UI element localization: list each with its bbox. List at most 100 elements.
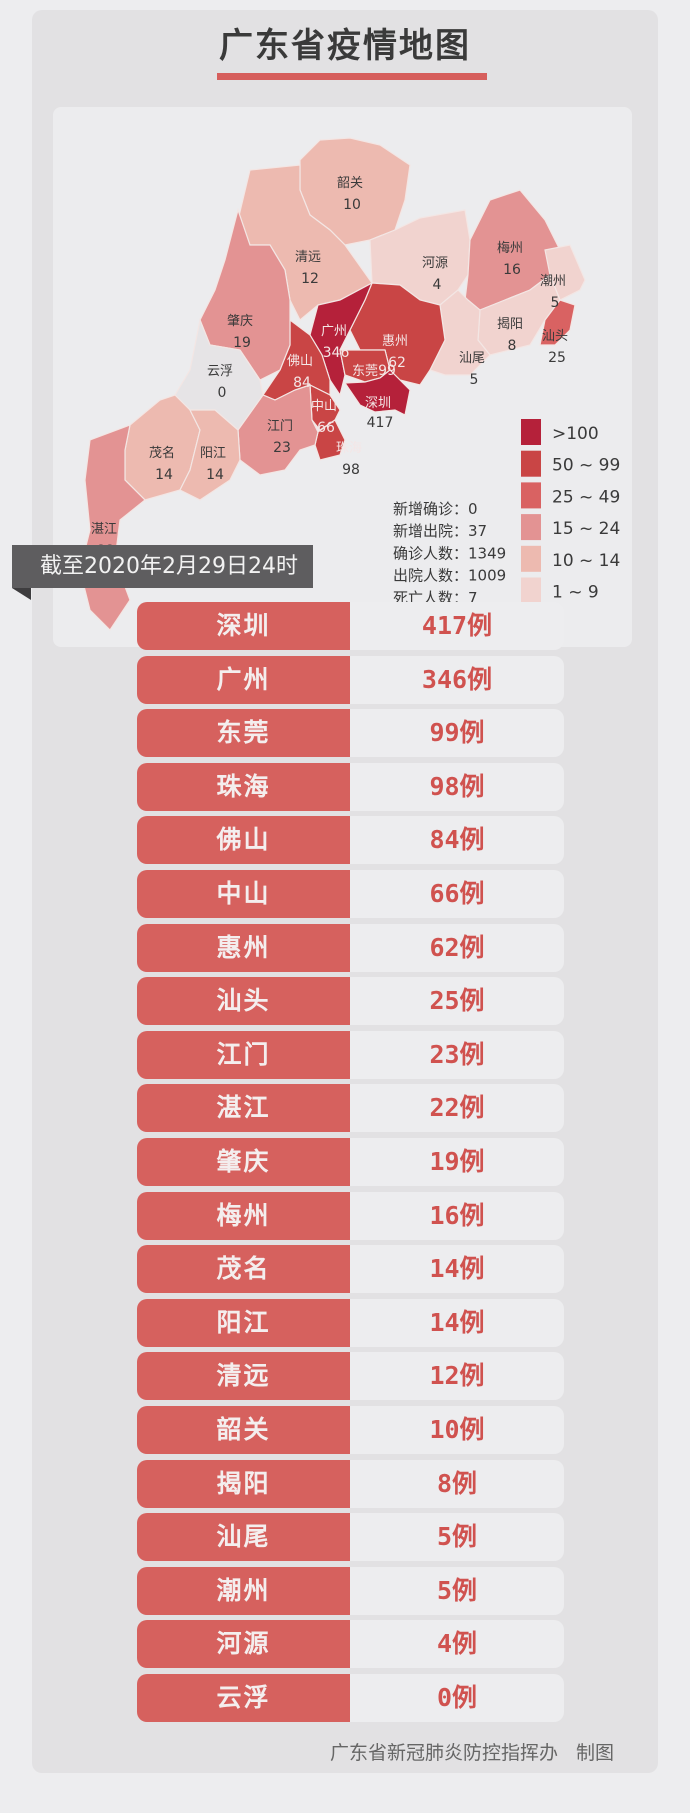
legend-swatch: [521, 577, 541, 604]
table-row: 潮州 5例: [137, 1566, 564, 1615]
city-name: 佛山: [137, 816, 350, 865]
table-row: 江门 23例: [137, 1030, 564, 1079]
region-count: 14: [206, 467, 224, 483]
case-count: 16例: [350, 1191, 564, 1240]
region-label: 惠州: [382, 334, 408, 349]
city-name: 汕头: [137, 977, 350, 1026]
region-label: 茂名: [149, 445, 175, 461]
region-count: 84: [293, 375, 311, 391]
region-label: 潮州: [540, 274, 566, 289]
legend-swatch: [521, 419, 541, 445]
region-count: 19: [233, 335, 251, 351]
region-count: 12: [301, 271, 319, 287]
title-underline: [217, 73, 487, 80]
region-8: [349, 282, 446, 386]
city-name: 清远: [137, 1352, 350, 1401]
case-count: 14例: [350, 1298, 564, 1347]
case-count: 62例: [350, 923, 564, 972]
region-count: 346: [323, 345, 350, 361]
table-row: 云浮 0例: [137, 1674, 564, 1722]
city-name: 云浮: [137, 1674, 350, 1722]
case-count: 12例: [350, 1352, 564, 1401]
table-row: 汕头 25例: [137, 977, 564, 1026]
region-count: 14: [155, 467, 173, 483]
city-name: 河源: [137, 1620, 350, 1669]
region-count: 16: [503, 262, 521, 278]
region-count: 25: [548, 350, 566, 366]
city-name: 韶关: [137, 1406, 350, 1454]
date-banner: 截至2020年2月29日24时: [12, 545, 313, 588]
table-row: 揭阳 8例: [137, 1459, 564, 1508]
city-name: 肇庆: [137, 1138, 350, 1186]
region-count: 4: [433, 277, 442, 293]
table-row: 深圳 417例: [137, 602, 564, 650]
table-row: 中山 66例: [137, 870, 564, 918]
case-count: 84例: [350, 816, 564, 865]
region-count: 98: [342, 462, 360, 478]
region-count: 5: [551, 295, 560, 311]
city-name: 潮州: [137, 1566, 350, 1615]
legend-label: 15 ~ 24: [552, 519, 620, 539]
region-label: 广州: [321, 324, 347, 339]
region-11: [343, 369, 411, 416]
stat-line: 新增出院：37: [393, 522, 487, 540]
region-count: 0: [218, 385, 227, 401]
table-row: 清远 12例: [137, 1352, 564, 1401]
case-count: 19例: [350, 1138, 564, 1186]
table-row: 广州 346例: [137, 655, 564, 704]
region-label: 珠海: [336, 441, 362, 456]
case-count: 25例: [350, 977, 564, 1026]
legend-swatch: [521, 545, 541, 572]
stat-line: 确诊人数：1349: [393, 544, 506, 562]
region-count: 62: [388, 355, 406, 371]
region-count: 8: [508, 338, 517, 354]
stat-line: 出院人数：1009: [393, 567, 506, 585]
city-name: 揭阳: [137, 1459, 350, 1508]
city-name: 梅州: [137, 1191, 350, 1240]
city-name: 湛江: [137, 1084, 350, 1133]
footer-suffix: 制图: [576, 1742, 615, 1764]
banner-fold: [12, 588, 31, 600]
region-count: 99: [378, 363, 396, 379]
case-count: 417例: [350, 602, 564, 650]
region-15: [237, 384, 319, 476]
region-label: 湛江: [91, 522, 117, 537]
city-name: 惠州: [137, 923, 350, 972]
case-count: 23例: [350, 1030, 564, 1079]
region-label: 河源: [422, 256, 448, 271]
region-label: 汕头: [542, 329, 568, 344]
case-count: 5例: [350, 1566, 564, 1615]
stat-line: 新增确诊：0: [393, 500, 478, 518]
city-name: 中山: [137, 870, 350, 918]
legend-swatch: [521, 450, 541, 477]
region-label: 揭阳: [497, 317, 523, 332]
region-label: 佛山: [287, 354, 313, 369]
city-name: 汕尾: [137, 1513, 350, 1562]
table-row: 河源 4例: [137, 1620, 564, 1669]
footer-credit: 广东省新冠肺炎防控指挥办 制图: [330, 1738, 614, 1765]
table-row: 珠海 98例: [137, 762, 564, 811]
case-count: 346例: [350, 655, 564, 704]
legend-swatch: [521, 482, 541, 509]
region-6: [539, 299, 576, 346]
city-name: 广州: [137, 655, 350, 704]
table-row: 茂名 14例: [137, 1245, 564, 1294]
table-row: 东莞 99例: [137, 709, 564, 758]
table-row: 湛江 22例: [137, 1084, 564, 1133]
region-label: 汕尾: [459, 351, 485, 366]
page-title: 广东省疫情地图: [219, 26, 471, 66]
region-label: 云浮: [207, 364, 233, 379]
city-name: 江门: [137, 1030, 350, 1079]
region-label: 江门: [267, 419, 293, 434]
table-row: 佛山 84例: [137, 816, 564, 865]
table-row: 惠州 62例: [137, 923, 564, 972]
legend-label: 50 ~ 99: [552, 456, 620, 476]
region-count: 10: [343, 197, 361, 213]
city-name: 珠海: [137, 762, 350, 811]
region-16: [199, 207, 291, 381]
case-count: 4例: [350, 1620, 564, 1669]
case-count: 22例: [350, 1084, 564, 1133]
table-row: 梅州 16例: [137, 1191, 564, 1240]
footer-org: 广东省新冠肺炎防控指挥办: [330, 1742, 559, 1764]
